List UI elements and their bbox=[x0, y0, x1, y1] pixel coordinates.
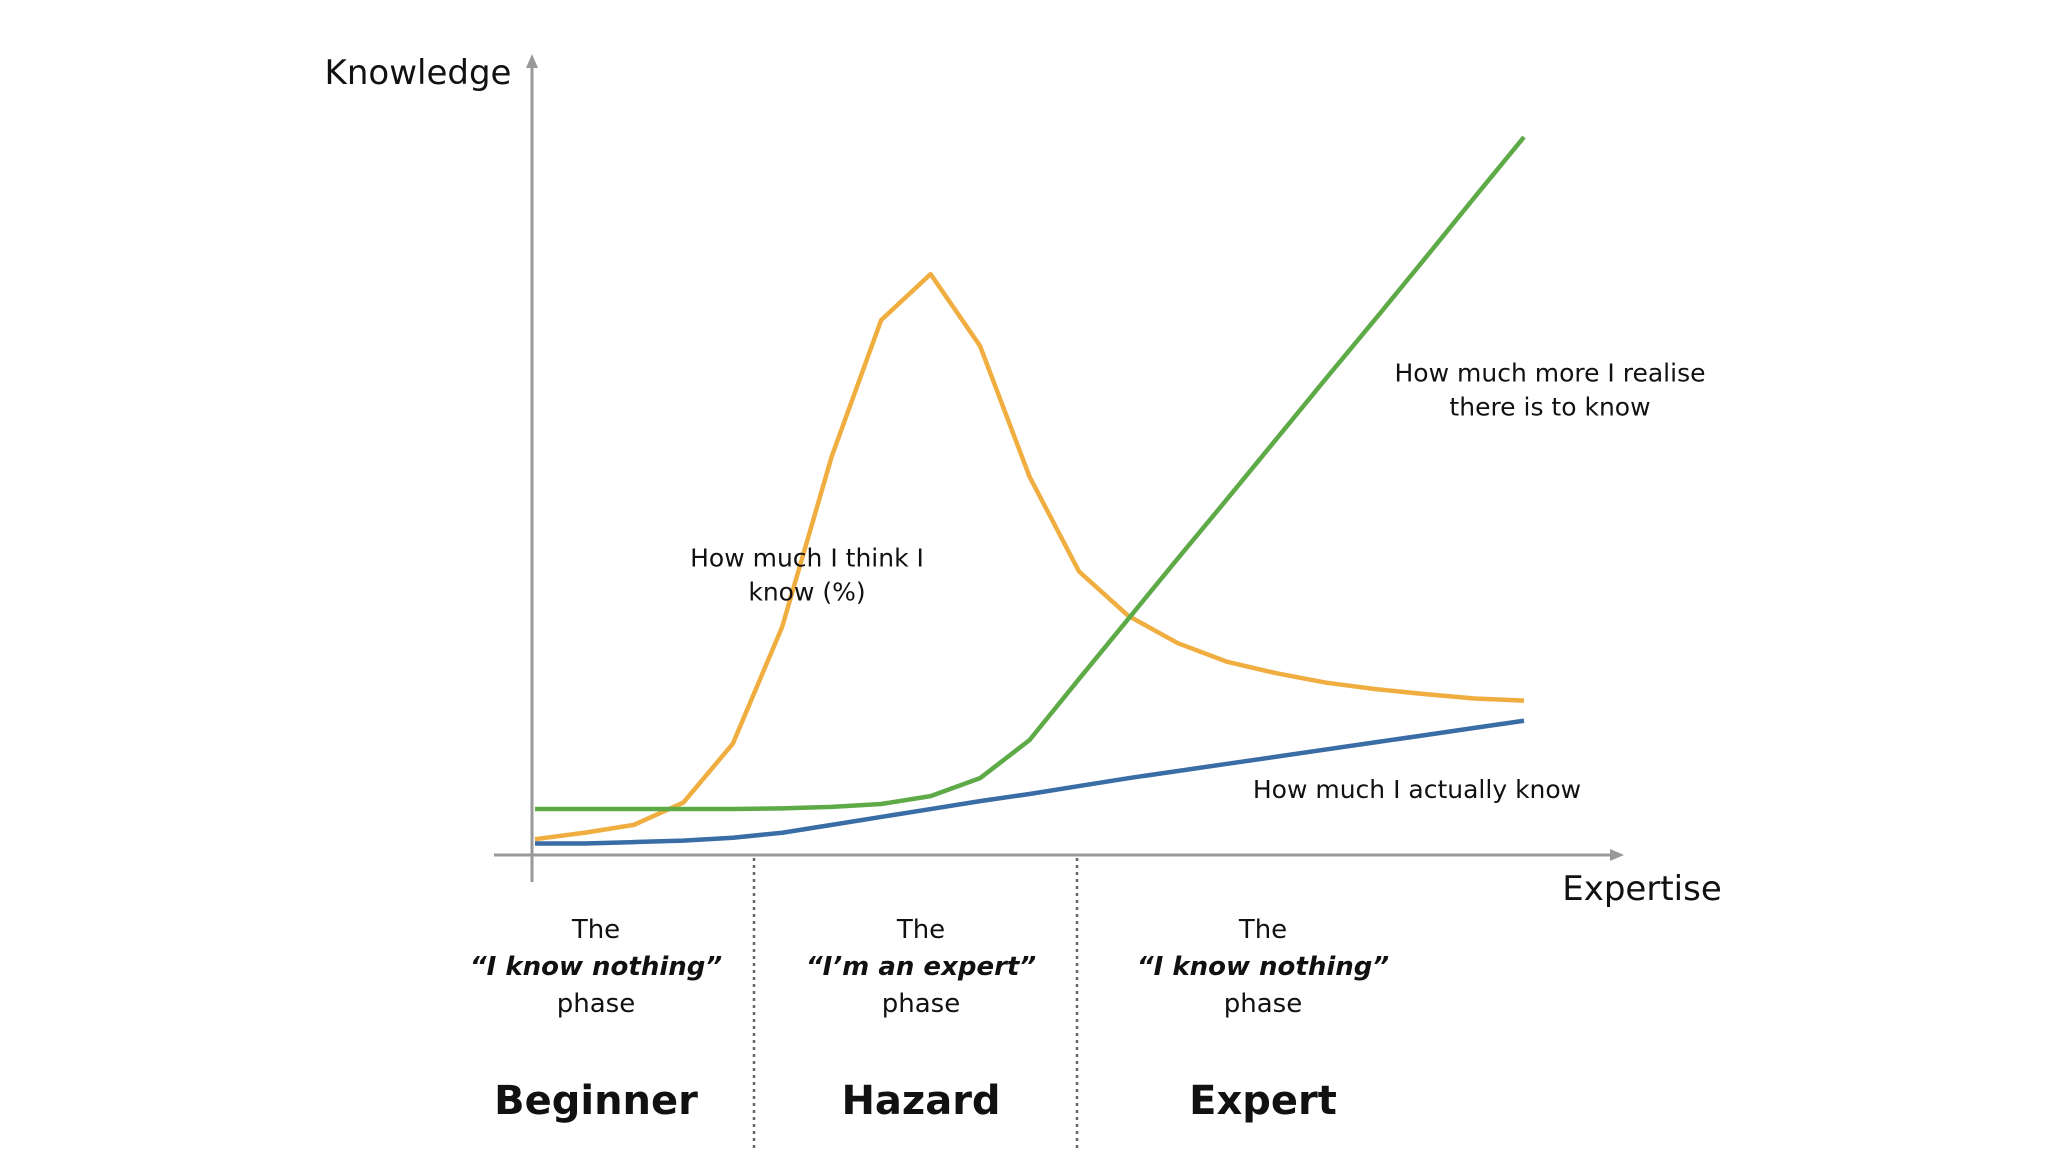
phase-suffix: phase bbox=[881, 989, 961, 1019]
x-axis-arrow bbox=[1610, 849, 1624, 861]
y-axis-arrow bbox=[526, 54, 538, 68]
y-axis-label: Knowledge bbox=[324, 53, 512, 94]
phase-quote: “I know nothing” bbox=[1136, 952, 1390, 982]
phase-stage: Hazard bbox=[841, 1078, 1001, 1124]
phase-description: The “I know nothing” phase bbox=[1098, 912, 1428, 1023]
phase-stage: Beginner bbox=[494, 1078, 698, 1124]
series-line bbox=[535, 718, 1525, 846]
phase-intro: The bbox=[571, 915, 621, 945]
series-label: How much more I realise there is to know bbox=[1394, 358, 1706, 421]
phase-stage: Expert bbox=[1189, 1078, 1337, 1124]
plot-lines bbox=[534, 135, 1526, 846]
x-axis-label: Expertise bbox=[1562, 869, 1722, 910]
phase-suffix: phase bbox=[1223, 989, 1303, 1019]
phase-description: The “I know nothing” phase bbox=[431, 912, 761, 1023]
series-line bbox=[534, 271, 1525, 842]
phase-intro: The bbox=[1238, 915, 1288, 945]
series-label: How much I actually know bbox=[1252, 775, 1582, 805]
series-label: How much I think I know (%) bbox=[690, 543, 924, 606]
series-line bbox=[535, 135, 1526, 812]
phase-quote: “I’m an expert” bbox=[805, 952, 1037, 982]
phase-intro: The bbox=[896, 915, 946, 945]
phase-suffix: phase bbox=[556, 989, 636, 1019]
phase-description: The “I’m an expert” phase bbox=[756, 912, 1086, 1023]
phase-quote: “I know nothing” bbox=[469, 952, 723, 982]
